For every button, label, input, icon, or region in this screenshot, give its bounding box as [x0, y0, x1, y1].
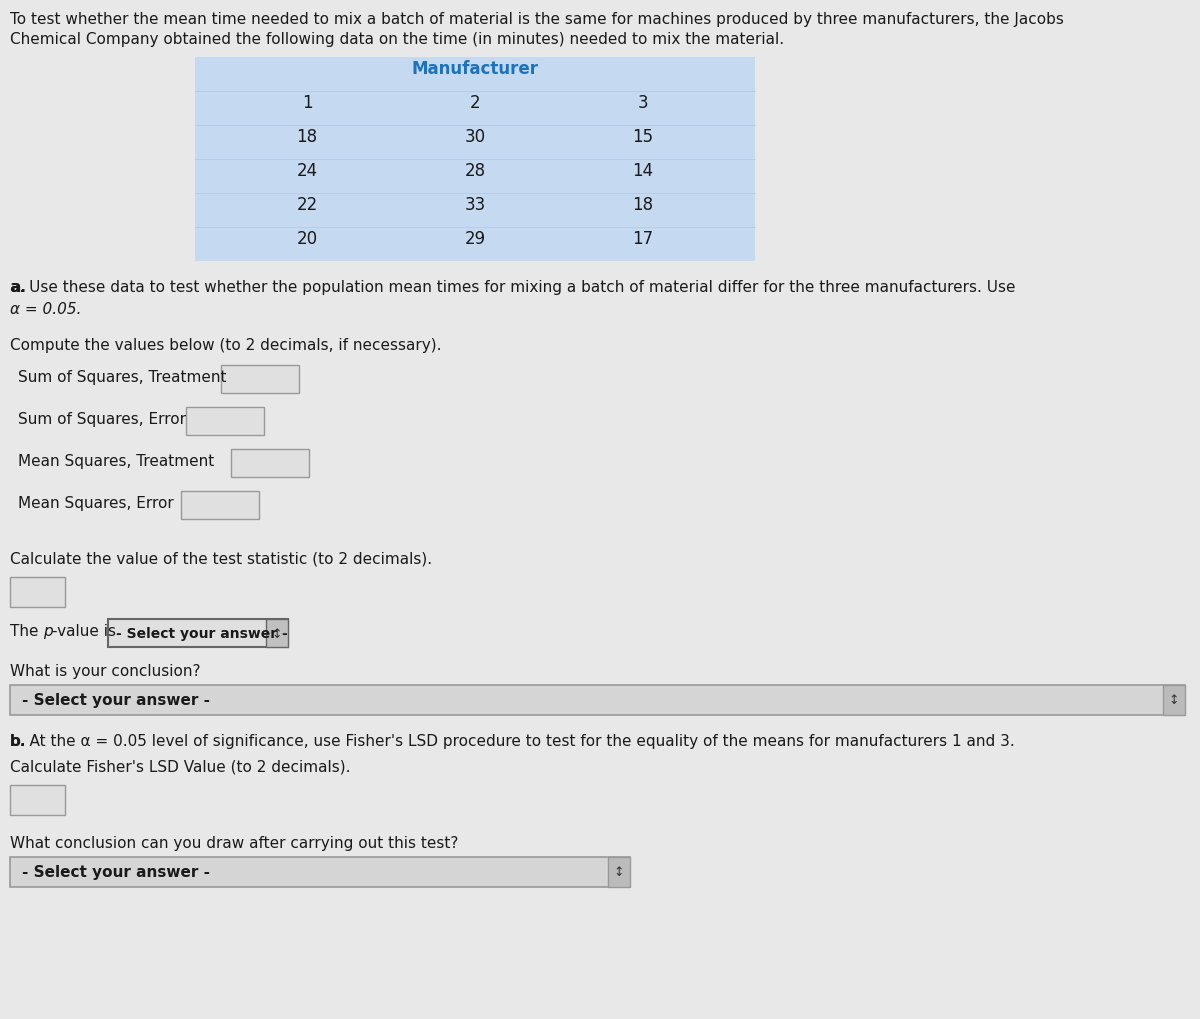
Bar — [10, 686, 1186, 715]
Text: - Select your answer -: - Select your answer - — [22, 865, 210, 879]
Bar — [10, 857, 630, 888]
Text: α = 0.05.: α = 0.05. — [10, 302, 82, 317]
Bar — [230, 449, 310, 478]
Text: 18: 18 — [296, 127, 318, 146]
Bar — [194, 58, 755, 262]
Text: 17: 17 — [632, 229, 654, 248]
Text: 28: 28 — [464, 162, 486, 179]
Text: 15: 15 — [632, 127, 654, 146]
Text: 29: 29 — [464, 229, 486, 248]
Bar — [10, 578, 65, 607]
Text: Sum of Squares, Treatment: Sum of Squares, Treatment — [18, 370, 227, 384]
Text: - Select your answer -: - Select your answer - — [22, 693, 210, 708]
Text: Chemical Company obtained the following data on the time (in minutes) needed to : Chemical Company obtained the following … — [10, 32, 784, 47]
Text: 22: 22 — [296, 196, 318, 214]
Bar — [186, 408, 264, 435]
Text: Sum of Squares, Error: Sum of Squares, Error — [18, 412, 186, 427]
Text: 14: 14 — [632, 162, 654, 179]
Bar — [1163, 686, 1186, 715]
Text: - Select your answer -: - Select your answer - — [116, 627, 288, 640]
Bar — [221, 366, 299, 393]
Text: 24: 24 — [296, 162, 318, 179]
Text: Calculate the value of the test statistic (to 2 decimals).: Calculate the value of the test statisti… — [10, 551, 432, 567]
Text: b.: b. — [10, 734, 26, 748]
Text: ↕: ↕ — [1169, 694, 1180, 707]
Text: p: p — [43, 624, 53, 638]
Bar — [266, 620, 288, 647]
Text: Mean Squares, Error: Mean Squares, Error — [18, 495, 174, 511]
Text: 3: 3 — [637, 94, 648, 112]
Text: To test whether the mean time needed to mix a batch of material is the same for : To test whether the mean time needed to … — [10, 12, 1064, 26]
Text: -value is: -value is — [52, 624, 116, 638]
Text: ↕: ↕ — [271, 627, 282, 640]
Bar — [108, 620, 288, 647]
Text: 2: 2 — [469, 94, 480, 112]
Text: b. At the α = 0.05 level of significance, use Fisher's LSD procedure to test for: b. At the α = 0.05 level of significance… — [10, 734, 1015, 748]
Bar — [10, 786, 65, 815]
Text: 1: 1 — [301, 94, 312, 112]
Text: 20: 20 — [296, 229, 318, 248]
Text: What conclusion can you draw after carrying out this test?: What conclusion can you draw after carry… — [10, 836, 458, 850]
Text: Mean Squares, Treatment: Mean Squares, Treatment — [18, 453, 215, 469]
Text: 30: 30 — [464, 127, 486, 146]
Text: What is your conclusion?: What is your conclusion? — [10, 663, 200, 679]
Text: Compute the values below (to 2 decimals, if necessary).: Compute the values below (to 2 decimals,… — [10, 337, 442, 353]
Text: 18: 18 — [632, 196, 654, 214]
Text: Calculate Fisher's LSD Value (to 2 decimals).: Calculate Fisher's LSD Value (to 2 decim… — [10, 759, 350, 774]
Text: ↕: ↕ — [613, 866, 624, 878]
Text: a.: a. — [10, 280, 26, 294]
Text: a. Use these data to test whether the population mean times for mixing a batch o: a. Use these data to test whether the po… — [10, 280, 1015, 294]
Text: Manufacturer: Manufacturer — [412, 60, 539, 77]
Text: The: The — [10, 624, 43, 638]
Text: 33: 33 — [464, 196, 486, 214]
Bar — [181, 491, 259, 520]
Bar — [608, 857, 630, 888]
